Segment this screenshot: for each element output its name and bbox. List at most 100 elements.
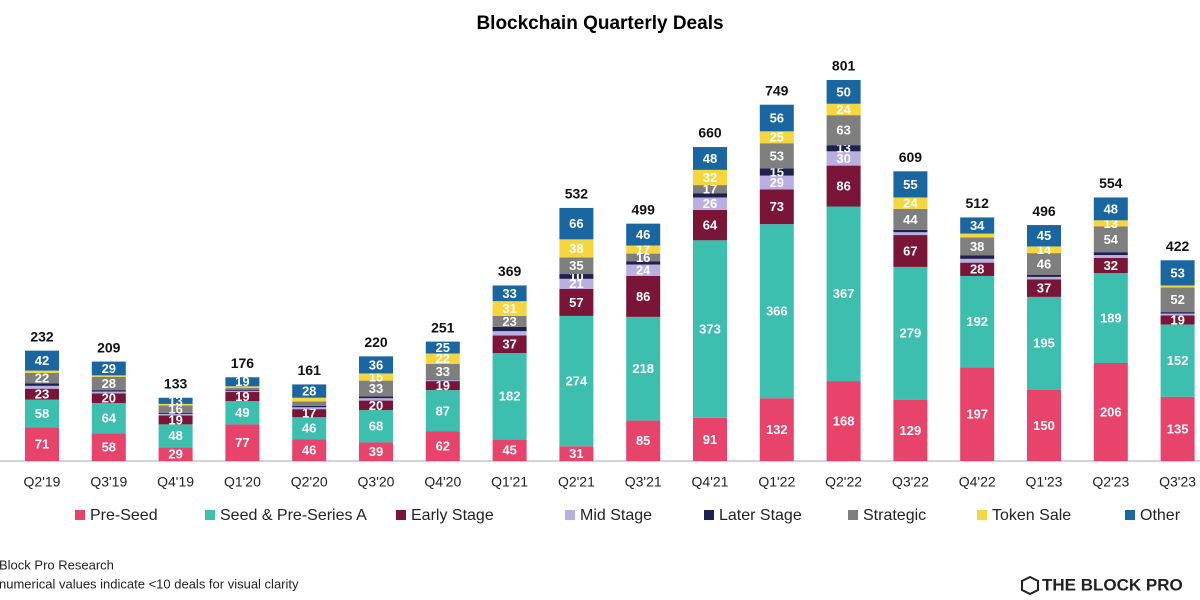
x-tick-label: Q3'23 [1159,474,1196,490]
data-label: 129 [900,423,922,438]
data-label: 64 [102,411,117,426]
data-label: 73 [770,199,784,214]
bar-segment [359,396,393,399]
bar-segment [91,433,126,461]
data-label: 77 [235,435,249,450]
data-label: 24 [836,102,851,117]
data-label: 68 [369,419,383,434]
bar-segment [158,397,193,404]
x-tick-label: Q2'20 [291,474,328,490]
data-label: 33 [369,381,383,396]
bar-segment [91,375,126,377]
data-label: 38 [569,241,583,256]
data-label: 86 [636,289,650,304]
data-label: 25 [436,340,450,355]
bar-segment [1160,285,1195,288]
bar-segment [225,390,260,392]
data-label: 55 [903,177,917,192]
data-label: 63 [836,123,850,138]
data-label: 45 [502,443,516,458]
bar-segment [425,341,460,354]
bar-segment [960,255,995,259]
bar-segment [693,209,727,241]
bar-segment [25,399,59,428]
data-label: 31 [569,446,583,461]
bar-segment [1093,255,1128,258]
bar-segment [492,353,527,440]
bar-segment [225,401,260,425]
bar-segment [1093,273,1128,364]
bar-segment [960,262,995,276]
total-label: 660 [698,125,722,141]
x-tick-label: Q1'23 [1026,474,1063,490]
bar-segment [759,175,794,190]
data-label: 46 [302,442,316,457]
data-label: 152 [1167,353,1189,368]
bar-segment [826,151,861,166]
x-tick-label: Q3'22 [892,474,929,490]
source: Block Pro Research [0,557,114,572]
data-label: 33 [502,286,516,301]
data-label: 52 [1170,292,1184,307]
x-tick-label: Q3'20 [358,474,395,490]
data-label: 192 [966,314,988,329]
data-label: 48 [1104,201,1118,216]
bar-segment [359,373,393,381]
bar-segment [492,335,527,354]
total-label: 499 [632,201,656,217]
bar-segment [25,385,59,389]
bar-segment [25,372,59,384]
legend-label: Later Stage [719,507,802,524]
bar-segment [492,326,527,332]
bar-segment [1160,313,1195,316]
data-label: 37 [502,337,516,352]
bar-segment [91,390,126,392]
data-label: 32 [703,170,717,185]
bar-segment [359,380,393,397]
bar-segment [1093,257,1128,274]
data-label: 189 [1100,310,1122,325]
bar-segment [425,363,460,380]
bar-segment [960,275,995,368]
bar-segment [1160,260,1195,286]
bar-segment [492,439,527,461]
legend-swatch [205,510,215,520]
data-label: 19 [235,374,249,389]
bar-segment [759,224,794,399]
bar-segment [759,143,794,169]
bar-segment [492,331,527,336]
data-label: 57 [569,295,583,310]
bar-segment [893,229,928,233]
data-label: 206 [1100,404,1122,419]
bar-segment [893,399,928,461]
legend-label: Seed & Pre-Series A [220,507,367,524]
data-label: 29 [168,447,182,462]
total-label: 369 [498,263,522,279]
bar-segment [893,266,928,400]
data-label: 58 [102,440,116,455]
bar-segment [158,413,193,416]
data-label: 38 [970,239,984,254]
total-label: 532 [565,186,589,202]
data-label: 17 [302,406,316,421]
data-label: 53 [1170,265,1184,280]
data-label: 46 [636,227,650,242]
data-label: 44 [903,212,918,227]
bar-segment [1160,312,1195,314]
data-label: 274 [566,374,588,389]
bar-segment [559,257,594,275]
bar-segment [225,424,260,461]
bar-segment [225,391,260,393]
bar-segment [292,384,327,398]
bar-segment [693,240,727,418]
bar-segment [626,316,661,421]
total-label: 176 [231,355,255,371]
data-label: 26 [703,196,717,211]
bar-segment [826,103,861,116]
data-label: 150 [1033,418,1055,433]
legend-swatch [565,510,575,520]
bar-segment [158,405,193,413]
legend-swatch [704,510,714,520]
total-label: 220 [364,334,388,350]
bar-segment [693,147,727,170]
